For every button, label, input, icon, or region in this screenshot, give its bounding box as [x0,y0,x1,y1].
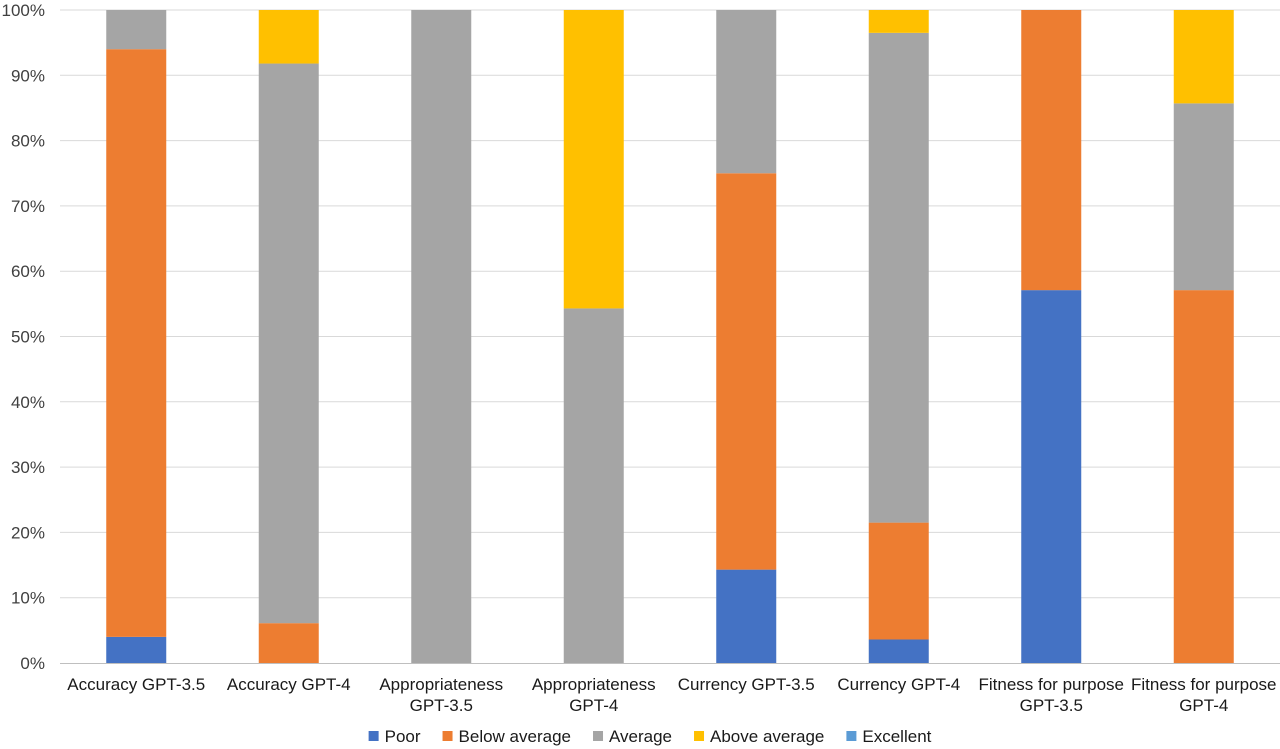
bar-segment-average [716,10,777,174]
category-label: Fitness for purpose [1131,675,1277,694]
y-tick-label: 10% [11,589,45,608]
legend-label: Above average [710,727,824,746]
bars [106,10,1234,663]
bar-segment-above-average [868,10,929,33]
y-tick-label: 80% [11,132,45,151]
y-tick-label: 100% [2,1,45,20]
legend-label: Poor [385,727,421,746]
legend-swatch-average [593,731,604,741]
bar-segment-poor [1021,290,1082,663]
legend-swatch-poor [368,731,379,741]
bar-segment-average [106,10,167,50]
gridlines [60,9,1280,599]
bar-segment-average [868,32,929,523]
bar-segment-below-average [106,49,167,637]
category-label: GPT-3.5 [1020,696,1083,715]
bar-segment-poor [716,569,777,663]
category-label: Currency GPT-4 [837,675,960,694]
category-label: GPT-3.5 [410,696,473,715]
legend-swatch-below-average [442,731,453,741]
bar-segment-below-average [868,522,929,640]
bar-segment-above-average [563,10,624,309]
y-tick-label: 60% [11,262,45,281]
y-tick-label: 70% [11,197,45,216]
legend-swatch-excellent [846,731,857,741]
bar-segment-poor [868,639,929,663]
legend-label: Below average [459,727,571,746]
category-labels: Accuracy GPT-3.5 Accuracy GPT-4 Appropriat… [67,675,1276,715]
legend-label: Excellent [862,727,931,746]
y-tick-label: 0% [20,654,45,673]
category-label: Appropriateness [379,675,503,694]
category-label: Accuracy GPT-3.5 [67,675,205,694]
category-label: Fitness for purpose [978,675,1124,694]
bar-segment-above-average [258,10,319,64]
bar-segment-poor [106,636,167,663]
y-tick-label: 40% [11,393,45,412]
bar-segment-above-average [1173,10,1234,104]
bar-segment-below-average [1173,290,1234,663]
y-tick-label: 90% [11,66,45,85]
legend-label: Average [609,727,672,746]
bar-segment-average [411,10,472,663]
bar-segment-below-average [716,173,777,570]
category-label: Appropriateness [532,675,656,694]
y-tick-label: 20% [11,523,45,542]
bar-segment-average [1173,103,1234,291]
bar-segment-average [563,308,624,663]
category-label: GPT-4 [569,696,618,715]
y-axis-ticks: 0% 10% 20% 30% 40% 50% 60% 70% 80% 90% 100% [2,1,45,673]
y-tick-label: 50% [11,328,45,347]
category-label: Currency GPT-3.5 [678,675,815,694]
y-tick-label: 30% [11,458,45,477]
bar-segment-below-average [1021,10,1082,291]
legend: Poor Below average Average Above average Exc… [368,727,932,746]
category-label: Accuracy GPT-4 [227,675,351,694]
bar-segment-below-average [258,623,319,663]
category-label: GPT-4 [1179,696,1228,715]
bar-segment-average [258,63,319,624]
legend-swatch-above-average [694,731,705,741]
